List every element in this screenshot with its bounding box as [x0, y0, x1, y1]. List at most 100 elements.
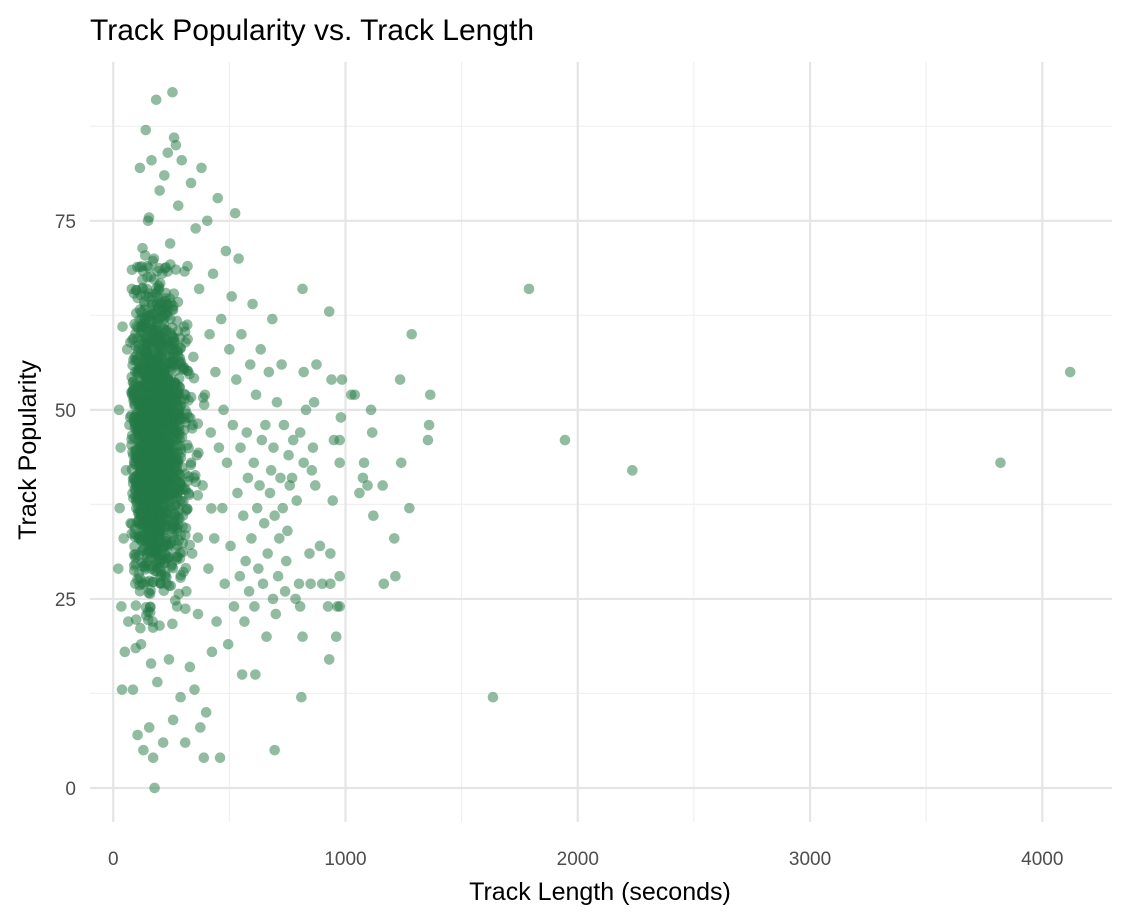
data-point — [523, 283, 535, 295]
data-point — [134, 162, 146, 174]
data-point — [183, 489, 195, 501]
data-point — [171, 601, 183, 612]
data-point — [215, 313, 227, 325]
data-point — [378, 578, 390, 590]
data-point — [247, 298, 258, 310]
data-point — [188, 373, 200, 384]
data-point — [208, 533, 220, 544]
data-point — [267, 593, 279, 605]
data-point — [128, 389, 140, 401]
data-point — [269, 744, 280, 756]
data-point — [257, 578, 269, 590]
data-point — [291, 495, 303, 506]
data-point — [150, 94, 162, 106]
data-point — [130, 340, 141, 352]
data-point — [134, 462, 146, 474]
data-point — [362, 480, 373, 491]
data-point — [175, 343, 186, 354]
data-point — [210, 366, 221, 378]
data-point — [221, 457, 233, 469]
data-point — [138, 744, 149, 756]
data-point — [127, 377, 139, 388]
data-point — [202, 215, 213, 227]
data-point — [234, 570, 246, 582]
data-point — [365, 404, 377, 416]
data-point — [167, 714, 179, 726]
data-point — [406, 328, 418, 340]
data-point — [172, 486, 184, 498]
data-point — [267, 313, 278, 325]
data-point — [308, 397, 320, 408]
data-point — [180, 562, 192, 574]
data-point — [203, 563, 214, 574]
data-point — [174, 381, 185, 393]
data-point — [377, 480, 388, 491]
data-point — [127, 684, 139, 695]
data-point — [152, 436, 163, 447]
data-point — [143, 722, 155, 733]
data-point — [229, 207, 241, 219]
data-point — [368, 510, 379, 522]
data-point — [160, 262, 172, 273]
data-point — [177, 510, 189, 522]
data-point — [197, 480, 208, 491]
data-point — [304, 548, 315, 559]
data-point — [149, 782, 160, 794]
data-point — [163, 654, 175, 665]
data-point — [390, 570, 401, 582]
data-point — [125, 517, 136, 529]
data-point — [306, 465, 318, 476]
data-point — [316, 578, 328, 590]
data-point — [298, 457, 309, 469]
data-point — [192, 608, 204, 620]
data-point — [185, 177, 197, 189]
data-point — [198, 752, 210, 764]
data-point — [114, 502, 126, 514]
data-points — [113, 86, 1076, 794]
data-point — [260, 419, 271, 431]
data-point — [346, 389, 357, 401]
y-tick-label: 75 — [55, 212, 76, 233]
data-point — [298, 366, 309, 378]
data-point — [160, 533, 171, 544]
data-point — [246, 533, 257, 544]
data-point — [222, 638, 234, 650]
data-point — [137, 274, 148, 286]
data-point — [265, 465, 277, 476]
data-point — [144, 310, 156, 322]
data-point — [143, 486, 155, 498]
data-point — [322, 601, 334, 612]
data-point — [179, 737, 191, 748]
data-point — [256, 434, 268, 446]
data-point — [250, 389, 262, 401]
data-point — [335, 412, 347, 423]
data-point — [193, 283, 205, 295]
data-point — [152, 484, 164, 496]
data-point — [160, 414, 171, 426]
data-point — [162, 147, 174, 159]
data-point — [145, 658, 157, 669]
data-point — [178, 321, 190, 332]
data-point — [325, 578, 336, 590]
data-point — [366, 427, 378, 438]
data-point — [186, 548, 198, 559]
data-point — [130, 600, 142, 611]
chart-title: Track Popularity vs. Track Length — [90, 14, 534, 47]
data-point — [297, 631, 308, 643]
data-point — [113, 563, 124, 574]
data-point — [149, 565, 161, 577]
data-point — [133, 508, 145, 520]
data-point — [244, 359, 256, 370]
data-point — [185, 457, 197, 469]
data-point — [181, 586, 192, 597]
data-point — [136, 361, 148, 372]
data-point — [146, 299, 158, 311]
data-point — [167, 304, 179, 316]
data-point — [233, 253, 244, 264]
data-point — [166, 344, 177, 355]
data-point — [236, 669, 248, 680]
data-point — [169, 472, 181, 484]
data-point — [116, 601, 127, 612]
data-point — [155, 578, 167, 590]
